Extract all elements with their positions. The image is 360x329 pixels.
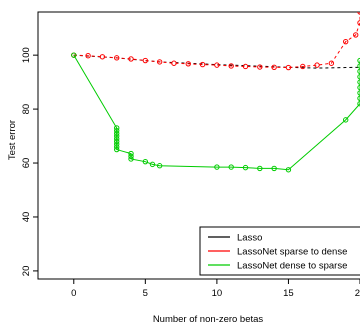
data-point [128,150,134,157]
legend-label: LassoNet dense to sparse [237,261,347,272]
data-point [114,146,120,153]
data-point [114,127,120,134]
data-point [199,61,206,68]
y-tick-label: 60 [21,158,32,169]
legend: Lasso LassoNet sparse to dense LassoNet de… [199,226,360,276]
series-line [73,54,360,69]
y-axis-label: Test error [7,120,18,160]
series-1 [73,54,360,69]
data-point [214,62,220,68]
data-point [85,52,91,59]
series-layer [71,12,360,173]
data-point [353,32,359,38]
legend-label: Lasso [237,233,262,244]
plot-area [37,11,360,280]
data-point [142,158,149,165]
plot-border [37,11,360,280]
data-point [142,57,149,64]
data-point [114,130,120,137]
x-tick-label: 0 [71,288,76,299]
data-point [128,56,134,62]
data-point [285,167,292,173]
data-point [185,61,191,67]
data-point [271,64,277,70]
x-tick-label: 20 [355,288,360,299]
series-2 [71,12,360,71]
data-point [71,52,77,58]
data-point [228,63,234,69]
legend-label: LassoNet sparse to dense [237,247,347,258]
data-point [271,165,277,172]
data-point [285,64,292,71]
data-point [228,164,234,170]
data-point [128,156,134,162]
data-point [342,38,349,45]
data-point [114,55,120,61]
data-point [257,165,263,172]
data-point [114,141,120,147]
data-point [114,133,120,139]
y-tick-label: 80 [21,104,32,115]
data-point [114,125,120,131]
data-point [114,144,120,150]
data-point [171,60,177,66]
data-point [242,164,249,171]
y-tick-label: 20 [21,266,32,277]
data-point [242,63,249,70]
data-point [328,60,335,66]
x-tick-label: 15 [283,288,294,299]
data-point [149,161,156,168]
data-point [314,62,320,68]
data-point [214,164,220,170]
y-tick-label: 40 [21,212,32,223]
series-line [73,54,360,171]
data-point [342,117,349,123]
data-point [99,54,106,60]
data-point [114,136,120,142]
x-tick-label: 10 [212,288,223,299]
data-point [300,63,306,70]
data-point [114,138,120,145]
y-tick-label: 100 [21,47,32,63]
data-point [156,59,163,65]
x-tick-label: 5 [143,288,148,299]
series-3 [71,52,360,173]
x-axis-label: Number of non-zero betas [153,314,264,325]
series-line [73,12,360,69]
data-point [257,64,263,70]
axes-layer: 0 5 10 15 20 20 40 60 80 100 [21,47,360,299]
data-point [128,153,134,159]
data-point [156,163,163,169]
